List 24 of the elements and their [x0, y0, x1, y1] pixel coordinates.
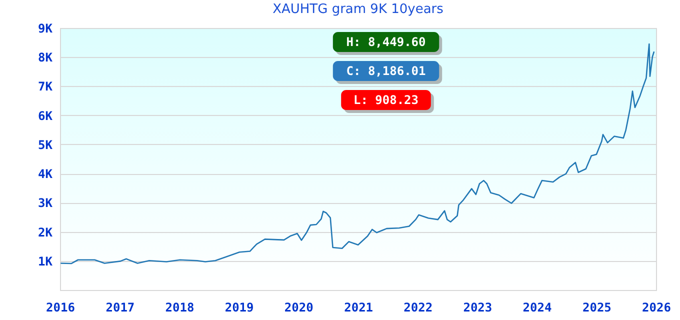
x-tick-label: 2019 — [224, 300, 254, 314]
x-tick-label: 2025 — [582, 300, 612, 314]
y-tick-label: 1K — [38, 254, 54, 268]
y-tick-label: 5K — [38, 138, 54, 152]
x-tick-label: 2018 — [165, 300, 194, 314]
y-tick-label: 7K — [38, 80, 54, 94]
x-tick-label: 2022 — [404, 300, 433, 314]
x-tick-label: 2024 — [522, 300, 552, 314]
y-tick-label: 8K — [38, 50, 54, 65]
chart-title: XAUHTG gram 9K 10years — [272, 2, 444, 17]
x-tick-label: 2016 — [46, 300, 75, 314]
annotation: H: 8,449.60 — [346, 35, 426, 49]
y-tick-label: 9K — [38, 22, 54, 36]
y-tick-label: 2K — [38, 225, 54, 240]
x-tick-label: 2026 — [642, 300, 671, 314]
y-tick-label: 4K — [38, 167, 54, 182]
x-tick-label: 2020 — [284, 300, 314, 314]
y-tick-label: 6K — [38, 108, 54, 123]
x-tick-label: 2023 — [463, 300, 492, 314]
x-tick-label: 2021 — [344, 300, 374, 314]
annotation: L: 908.23 — [353, 93, 419, 107]
annotation: C: 8,186.01 — [346, 64, 426, 78]
x-tick-label: 2017 — [106, 300, 135, 314]
y-tick-label: 3K — [38, 196, 54, 210]
